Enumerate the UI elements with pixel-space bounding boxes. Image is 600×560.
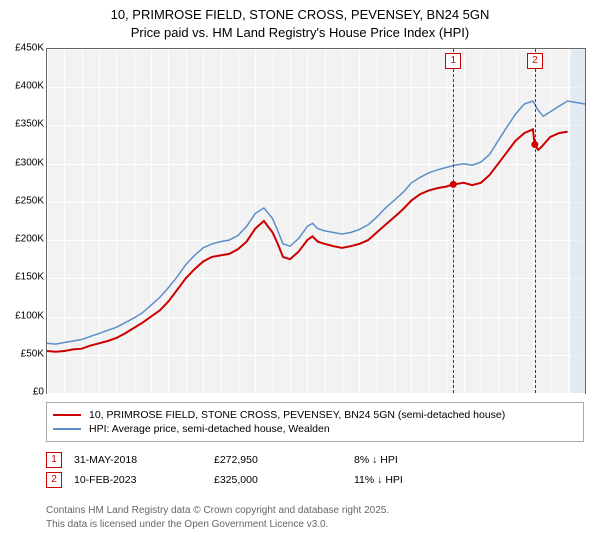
y-tick-label: £100K xyxy=(4,310,44,321)
y-tick-label: £50K xyxy=(4,348,44,359)
legend: 10, PRIMROSE FIELD, STONE CROSS, PEVENSE… xyxy=(46,402,584,442)
marker-badge: 1 xyxy=(445,53,461,69)
series-line xyxy=(47,101,585,344)
y-tick-label: £350K xyxy=(4,119,44,130)
title-line1: 10, PRIMROSE FIELD, STONE CROSS, PEVENSE… xyxy=(0,6,600,24)
line-series xyxy=(47,49,585,393)
y-tick-label: £200K xyxy=(4,234,44,245)
footer-line1: Contains HM Land Registry data © Crown c… xyxy=(46,504,389,518)
y-tick-label: £0 xyxy=(4,387,44,398)
footer-line2: This data is licensed under the Open Gov… xyxy=(46,518,389,532)
series-line xyxy=(47,129,568,351)
y-tick-label: £250K xyxy=(4,195,44,206)
chart-container: 10, PRIMROSE FIELD, STONE CROSS, PEVENSE… xyxy=(0,0,600,560)
title-line2: Price paid vs. HM Land Registry's House … xyxy=(0,24,600,42)
transaction-row: 131-MAY-2018£272,9508% ↓ HPI xyxy=(46,452,584,468)
transaction-table: 131-MAY-2018£272,9508% ↓ HPI 210-FEB-2023… xyxy=(46,448,584,492)
footer-attribution: Contains HM Land Registry data © Crown c… xyxy=(46,504,389,531)
y-tick-label: £400K xyxy=(4,81,44,92)
y-tick-label: £300K xyxy=(4,157,44,168)
chart-title: 10, PRIMROSE FIELD, STONE CROSS, PEVENSE… xyxy=(0,0,600,41)
plot-area: 12 xyxy=(46,48,586,394)
marker-badge: 2 xyxy=(527,53,543,69)
legend-item: HPI: Average price, semi-detached house,… xyxy=(53,423,577,435)
y-tick-label: £150K xyxy=(4,272,44,283)
legend-item: 10, PRIMROSE FIELD, STONE CROSS, PEVENSE… xyxy=(53,409,577,421)
transaction-row: 210-FEB-2023£325,00011% ↓ HPI xyxy=(46,472,584,488)
y-tick-label: £450K xyxy=(4,43,44,54)
